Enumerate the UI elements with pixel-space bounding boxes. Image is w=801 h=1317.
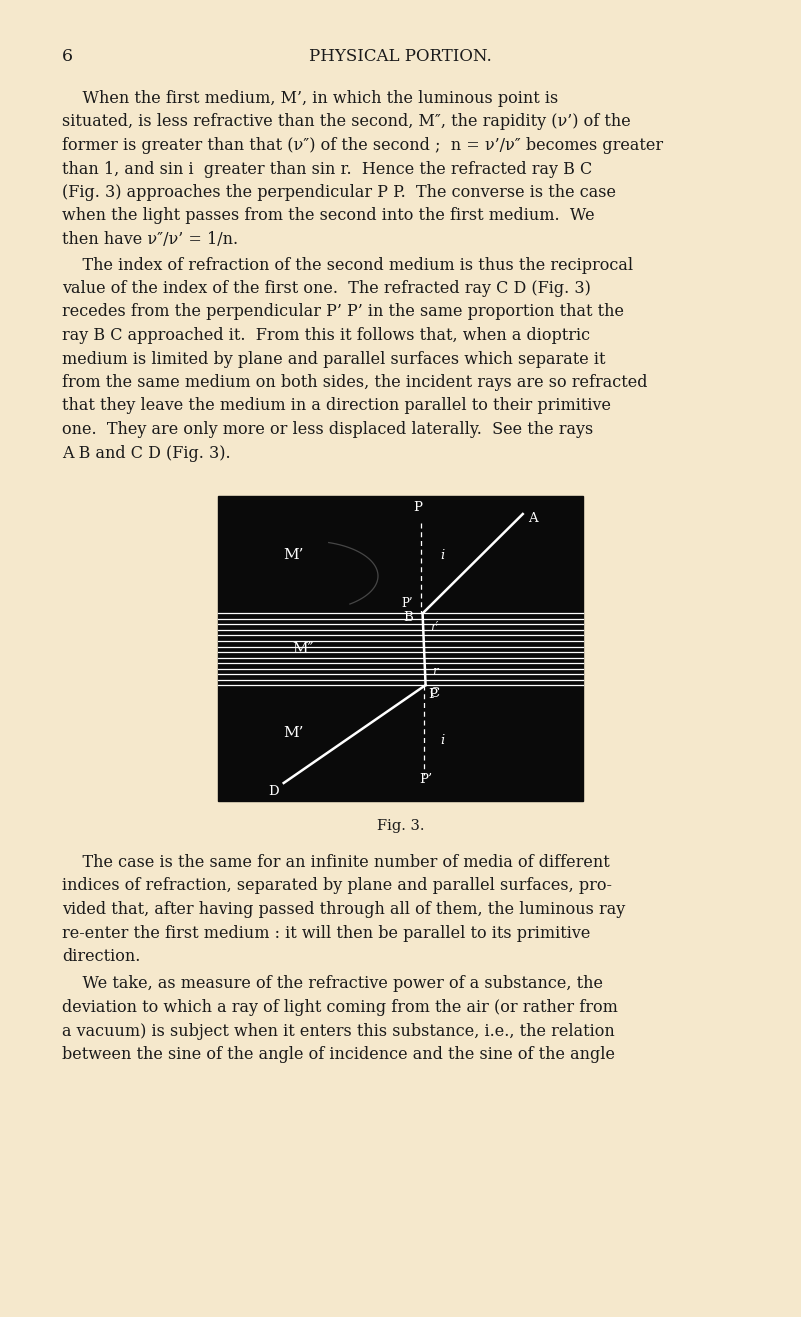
Text: M’: M’ (283, 548, 304, 562)
Text: then have ν″/ν’ = 1/n.: then have ν″/ν’ = 1/n. (62, 230, 238, 248)
Text: The case is the same for an infinite number of media of different: The case is the same for an infinite num… (62, 853, 610, 871)
Text: The index of refraction of the second medium is thus the reciprocal: The index of refraction of the second me… (62, 257, 633, 274)
Text: that they leave the medium in a direction parallel to their primitive: that they leave the medium in a directio… (62, 398, 611, 415)
Text: P: P (413, 500, 422, 514)
Text: medium is limited by plane and parallel surfaces which separate it: medium is limited by plane and parallel … (62, 350, 606, 367)
Text: indices of refraction, separated by plane and parallel surfaces, pro-: indices of refraction, separated by plan… (62, 877, 612, 894)
Text: r: r (432, 665, 437, 678)
Text: a vacuum) is subject when it enters this substance, i.e., the relation: a vacuum) is subject when it enters this… (62, 1022, 614, 1039)
Text: former is greater than that (ν″) of the second ;  n = ν’/ν″ becomes greater: former is greater than that (ν″) of the … (62, 137, 663, 154)
Text: from the same medium on both sides, the incident rays are so refracted: from the same medium on both sides, the … (62, 374, 647, 391)
Text: M’: M’ (283, 726, 304, 740)
Text: M″: M″ (292, 643, 314, 656)
Text: re-enter the first medium : it will then be parallel to its primitive: re-enter the first medium : it will then… (62, 925, 590, 942)
Text: P: P (429, 687, 437, 701)
Text: A B and C D (Fig. 3).: A B and C D (Fig. 3). (62, 445, 231, 461)
Text: value of the index of the first one.  The refracted ray C D (Fig. 3): value of the index of the first one. The… (62, 281, 591, 298)
Text: P’: P’ (419, 773, 433, 786)
Text: We take, as measure of the refractive power of a substance, the: We take, as measure of the refractive po… (62, 976, 603, 993)
Text: situated, is less refractive than the second, M″, the rapidity (ν’) of the: situated, is less refractive than the se… (62, 113, 630, 130)
Text: (Fig. 3) approaches the perpendicular P P.  The converse is the case: (Fig. 3) approaches the perpendicular P … (62, 184, 616, 202)
Text: i: i (441, 549, 445, 562)
Text: r′: r′ (430, 620, 439, 633)
Text: deviation to which a ray of light coming from the air (or rather from: deviation to which a ray of light coming… (62, 1000, 618, 1015)
Text: When the first medium, M’, in which the luminous point is: When the first medium, M’, in which the … (62, 90, 558, 107)
Text: A: A (528, 512, 537, 525)
Text: C: C (429, 687, 440, 701)
Text: than 1, and sin i  greater than sin r.  Hence the refracted ray B C: than 1, and sin i greater than sin r. He… (62, 161, 592, 178)
Text: between the sine of the angle of incidence and the sine of the angle: between the sine of the angle of inciden… (62, 1046, 615, 1063)
Text: direction.: direction. (62, 948, 140, 965)
Text: i: i (441, 734, 445, 747)
Text: vided that, after having passed through all of them, the luminous ray: vided that, after having passed through … (62, 901, 626, 918)
Text: D: D (268, 785, 279, 798)
Bar (218, 497, 583, 801)
Text: when the light passes from the second into the first medium.  We: when the light passes from the second in… (62, 208, 594, 224)
Text: B: B (403, 611, 413, 624)
Text: Fig. 3.: Fig. 3. (376, 819, 425, 832)
Text: PHYSICAL PORTION.: PHYSICAL PORTION. (309, 47, 492, 65)
Text: 6: 6 (62, 47, 73, 65)
Text: one.  They are only more or less displaced laterally.  See the rays: one. They are only more or less displace… (62, 421, 594, 439)
Text: ray B C approached it.  From this it follows that, when a dioptric: ray B C approached it. From this it foll… (62, 327, 590, 344)
Text: P’: P’ (401, 598, 413, 610)
Text: recedes from the perpendicular P’ P’ in the same proportion that the: recedes from the perpendicular P’ P’ in … (62, 303, 624, 320)
